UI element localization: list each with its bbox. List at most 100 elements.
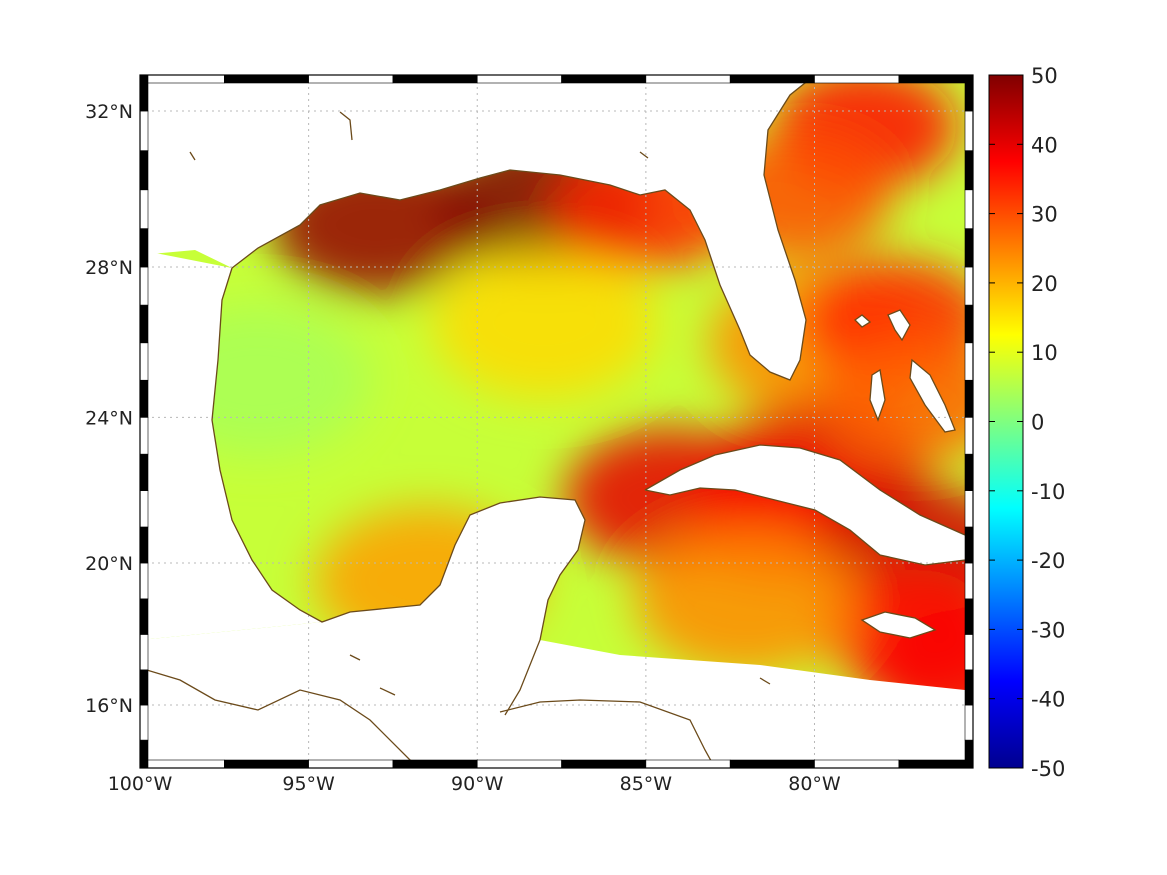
colorbar-tick-label: 30	[1031, 203, 1058, 227]
coastline-central-america	[140, 667, 426, 768]
frame-segment	[392, 759, 478, 769]
frame-segment	[964, 739, 974, 769]
frame-segment	[139, 150, 149, 191]
frame-segment	[964, 562, 974, 600]
frame-segment	[224, 74, 309, 84]
field-hotspot	[704, 135, 891, 260]
frame-segment	[139, 704, 149, 741]
frame-segment	[139, 110, 149, 151]
frame-segment	[139, 634, 149, 671]
map-frame	[139, 74, 974, 769]
colorbar-tick-label: -10	[1031, 480, 1065, 504]
colorbar-tick-label: -20	[1031, 549, 1065, 573]
x-tick-label: 85°W	[620, 773, 673, 795]
x-tick-label: 95°W	[282, 773, 335, 795]
frame-segment	[139, 189, 149, 229]
field-hotspot	[145, 305, 371, 456]
y-tick-label: 24°N	[85, 407, 133, 429]
frame-segment	[139, 417, 149, 455]
colorbar-tick-label: 40	[1031, 133, 1058, 157]
frame-segment	[561, 759, 647, 769]
colorbar-tick-label: 50	[1031, 64, 1058, 88]
frame-segment	[964, 598, 974, 635]
x-axis-labels: 100°W 95°W 90°W 85°W 80°W	[108, 773, 841, 795]
field-hotspot	[271, 154, 482, 295]
colorbar: 50 40 30 20 10 0 -10 -20 -30 -40 -50	[988, 64, 1065, 781]
field-hotspot	[432, 248, 658, 399]
frame-segment	[139, 379, 149, 418]
frame-segment	[476, 74, 562, 84]
colorbar-tick-label: -40	[1031, 688, 1065, 712]
frame-segment	[308, 759, 394, 769]
frame-segment	[964, 417, 974, 455]
frame-segment	[964, 490, 974, 528]
frame-segment	[139, 453, 149, 491]
frame-segment	[898, 74, 974, 84]
data-field	[140, 75, 973, 768]
y-axis-labels: 32°N 28°N 24°N 20°N 16°N	[85, 101, 133, 717]
frame-segment	[964, 379, 974, 418]
graticule	[140, 75, 973, 768]
frame-segment	[139, 304, 149, 344]
frame-segment	[814, 74, 900, 84]
frame-segment	[964, 669, 974, 706]
coastline-honduras	[499, 699, 716, 768]
frame-segment	[964, 189, 974, 229]
y-tick-label: 28°N	[85, 257, 133, 279]
frame-segment	[814, 759, 900, 769]
frame-segment	[139, 739, 149, 769]
frame-segment	[964, 74, 974, 112]
x-tick-label: 90°W	[451, 773, 504, 795]
frame-segment	[139, 669, 149, 706]
frame-segment	[476, 759, 562, 769]
frame-segment	[139, 490, 149, 528]
y-tick-label: 32°N	[85, 101, 133, 123]
coastlines	[140, 75, 966, 768]
field-hotspot	[314, 505, 540, 656]
frame-segment	[392, 74, 478, 84]
frame-segment	[139, 342, 149, 381]
frame-segment	[964, 266, 974, 306]
frame-segment	[139, 266, 149, 306]
frame-segment	[645, 74, 731, 84]
frame-segment	[964, 110, 974, 151]
frame-segment	[964, 228, 974, 268]
field-hotspot	[869, 611, 973, 736]
frame-segment	[645, 759, 731, 769]
frame-segment	[139, 74, 225, 84]
colorbar-ticks: 50 40 30 20 10 0 -10 -20 -30 -40 -50	[989, 64, 1065, 781]
frame-segment	[729, 759, 815, 769]
y-tick-label: 16°N	[85, 695, 133, 717]
frame-segment	[139, 228, 149, 268]
frame-segment	[729, 74, 815, 84]
coastline-cuba	[644, 444, 966, 566]
frame-segment	[139, 526, 149, 564]
frame-segment	[964, 634, 974, 671]
frame-segment	[561, 74, 647, 84]
frame-segment	[964, 526, 974, 564]
frame-segment	[964, 453, 974, 491]
coastline-us-gulf	[231, 75, 816, 381]
field-hotspot	[552, 147, 739, 272]
x-tick-label: 100°W	[108, 773, 173, 795]
coastline-jamaica	[860, 611, 937, 639]
frame-segment	[139, 759, 225, 769]
colorbar-tick-label: -30	[1031, 618, 1065, 642]
coastline-mexico-west	[211, 267, 586, 716]
x-tick-label: 80°W	[788, 773, 841, 795]
frame-segment	[964, 704, 974, 741]
frame-segment	[964, 342, 974, 381]
coastline-bahamas	[853, 309, 956, 433]
colorbar-tick-label: 20	[1031, 272, 1058, 296]
frame-segment	[964, 150, 974, 191]
frame-segment	[898, 759, 974, 769]
colorbar-tick-label: 0	[1031, 411, 1044, 435]
frame-segment	[964, 304, 974, 344]
frame-segment	[139, 562, 149, 600]
y-tick-label: 20°N	[85, 553, 133, 575]
field-hotspot	[822, 336, 973, 461]
frame-segment	[308, 74, 394, 84]
colorbar-tick-label: -50	[1031, 757, 1065, 781]
frame-segment	[224, 759, 309, 769]
